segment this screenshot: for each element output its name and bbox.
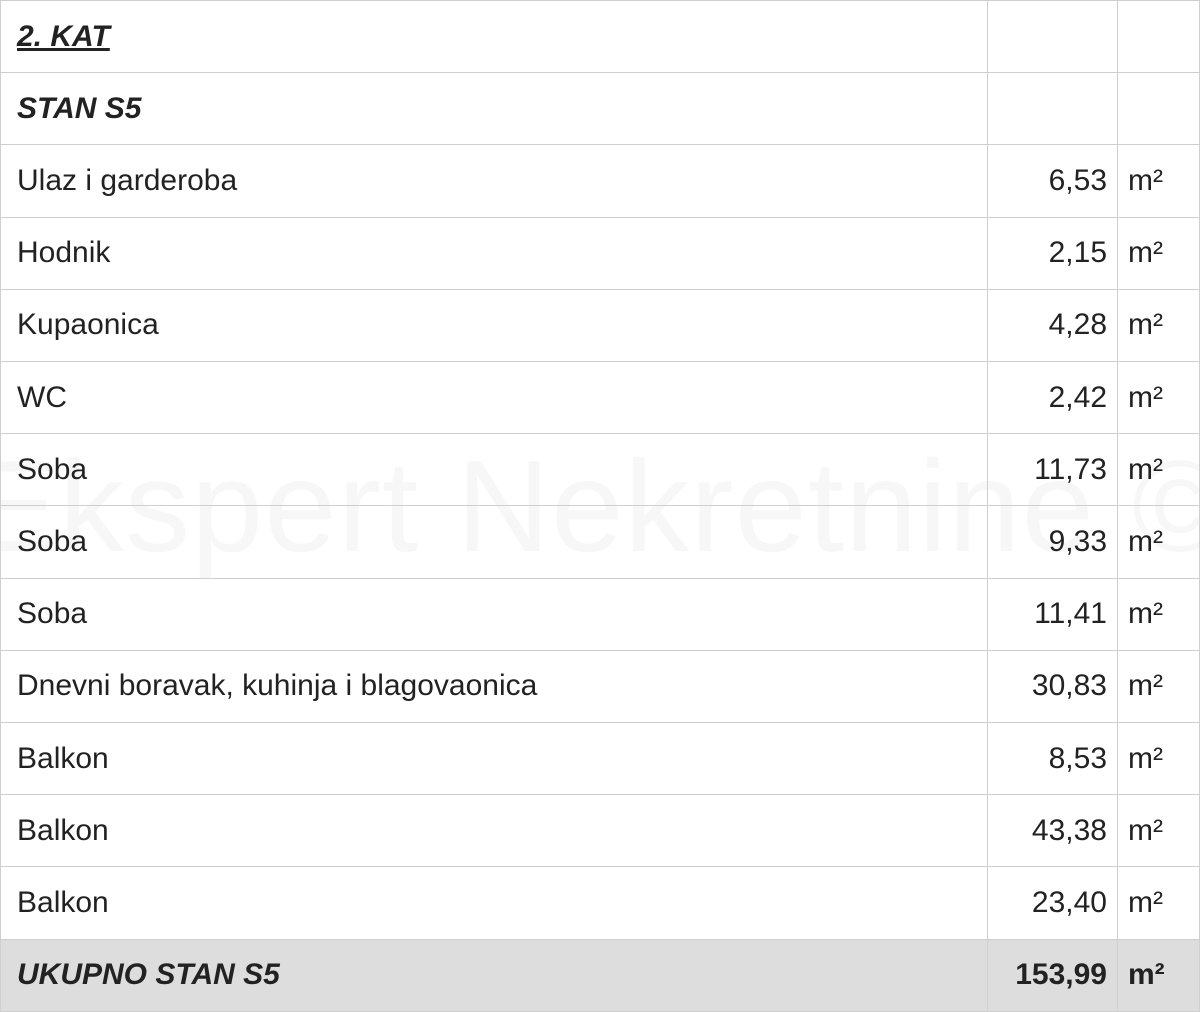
table-row: Kupaonica 4,28 m² (1, 289, 1200, 361)
table-row: Soba 9,33 m² (1, 506, 1200, 578)
area-unit: m² (1118, 289, 1200, 361)
area-unit: m² (1118, 434, 1200, 506)
cell-unit-empty (1118, 73, 1200, 145)
room-area: 9,33 (988, 506, 1118, 578)
table-row: Balkon 8,53 m² (1, 723, 1200, 795)
table-row: Ulaz i garderoba 6,53 m² (1, 145, 1200, 217)
floor-heading: 2. KAT (1, 1, 988, 73)
room-area: 11,41 (988, 578, 1118, 650)
area-unit: m² (1118, 217, 1200, 289)
cell-value-empty (988, 1, 1118, 73)
room-label: Ulaz i garderoba (1, 145, 988, 217)
area-unit: m² (1118, 723, 1200, 795)
room-label: Balkon (1, 867, 988, 939)
area-unit: m² (1118, 578, 1200, 650)
room-label: Kupaonica (1, 289, 988, 361)
table-row: WC 2,42 m² (1, 362, 1200, 434)
cell-value-empty (988, 73, 1118, 145)
table-row: Soba 11,73 m² (1, 434, 1200, 506)
room-label: Soba (1, 434, 988, 506)
area-unit: m² (1118, 650, 1200, 722)
table-row: Soba 11,41 m² (1, 578, 1200, 650)
area-table: 2. KAT STAN S5 Ulaz i garderoba 6,53 m² … (0, 0, 1200, 1012)
room-area: 2,15 (988, 217, 1118, 289)
room-area: 6,53 (988, 145, 1118, 217)
area-unit: m² (1118, 867, 1200, 939)
room-label: Balkon (1, 723, 988, 795)
cell-unit-empty (1118, 1, 1200, 73)
room-area: 2,42 (988, 362, 1118, 434)
room-area: 43,38 (988, 795, 1118, 867)
room-area: 4,28 (988, 289, 1118, 361)
room-label: Balkon (1, 795, 988, 867)
area-unit: m² (1118, 145, 1200, 217)
table-row: Hodnik 2,15 m² (1, 217, 1200, 289)
area-unit: m² (1118, 939, 1200, 1011)
total-label: UKUPNO STAN S5 (1, 939, 988, 1011)
room-area: 8,53 (988, 723, 1118, 795)
room-label: WC (1, 362, 988, 434)
room-label: Hodnik (1, 217, 988, 289)
area-unit: m² (1118, 362, 1200, 434)
area-unit: m² (1118, 795, 1200, 867)
table-row: STAN S5 (1, 73, 1200, 145)
area-unit: m² (1118, 506, 1200, 578)
table-row-total: UKUPNO STAN S5 153,99 m² (1, 939, 1200, 1011)
room-area: 11,73 (988, 434, 1118, 506)
table-row: Balkon 23,40 m² (1, 867, 1200, 939)
room-area: 30,83 (988, 650, 1118, 722)
room-label: Soba (1, 506, 988, 578)
total-area: 153,99 (988, 939, 1118, 1011)
room-label: Soba (1, 578, 988, 650)
room-area: 23,40 (988, 867, 1118, 939)
room-label: Dnevni boravak, kuhinja i blagovaonica (1, 650, 988, 722)
table-row: Dnevni boravak, kuhinja i blagovaonica 3… (1, 650, 1200, 722)
unit-heading: STAN S5 (1, 73, 988, 145)
table-row: 2. KAT (1, 1, 1200, 73)
table-row: Balkon 43,38 m² (1, 795, 1200, 867)
